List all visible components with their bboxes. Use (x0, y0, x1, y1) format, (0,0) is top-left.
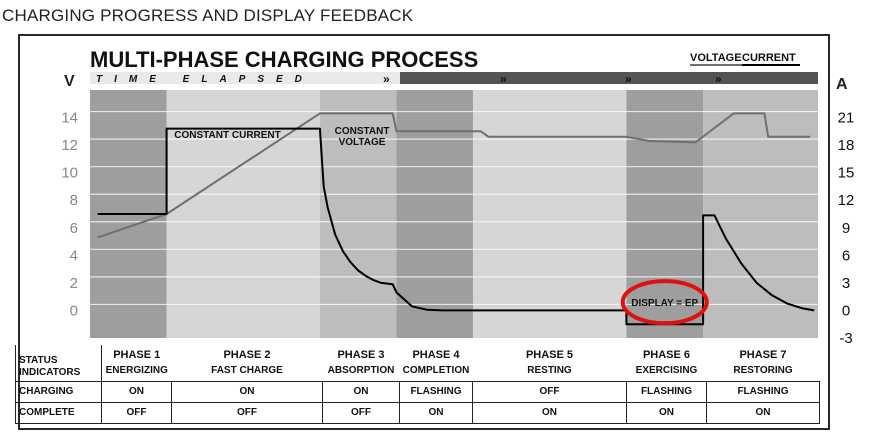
phase-name: ENERGIZING (105, 365, 168, 376)
time-elapsed-bar: TIME ELAPSED » » » » (90, 72, 818, 86)
phase-label: PHASE 5 (525, 349, 574, 361)
phase-label: PHASE 6 (642, 349, 691, 361)
left-tick-label: 4 (70, 247, 78, 264)
phase-band-4 (396, 90, 474, 338)
phase-backgrounds (90, 90, 818, 338)
phase-band-2 (166, 90, 320, 338)
annotation-line: CONSTANT (335, 126, 390, 137)
phase-name: RESTING (527, 365, 572, 376)
status-cell: ON (626, 402, 707, 424)
legend-label-voltage: VOLTAGE (690, 52, 742, 64)
annotation-constant-voltage: CONSTANT VOLTAGE (335, 126, 390, 148)
status-header-line: STATUS (19, 355, 58, 366)
page-title: CHARGING PROGRESS AND DISPLAY FEEDBACK (2, 6, 414, 25)
voltage-series-line (97, 112, 811, 239)
left-tick-label: 2 (70, 275, 78, 292)
status-cell: FLASHING (626, 381, 707, 403)
status-row-complete: COMPLETE OFF OFF OFF ON ON ON ON (15, 402, 820, 424)
phase-band-6 (626, 90, 704, 338)
left-tick-label: 12 (61, 137, 78, 154)
phase-name: ABSORPTION (327, 365, 395, 376)
status-cell: OFF (101, 402, 172, 424)
status-cell: ON (472, 402, 627, 424)
left-tick-label: 10 (61, 165, 78, 182)
status-cell: FLASHING (399, 381, 473, 403)
phase-header-6: PHASE 6 EXERCISING (626, 345, 707, 382)
time-bar-chevron-icon: » (625, 72, 632, 86)
left-tick-label: 14 (61, 110, 78, 127)
right-tick-label: 0 (842, 302, 850, 319)
series-lines (97, 112, 815, 326)
left-tick-label: 8 (70, 192, 78, 209)
annotations: CONSTANT CURRENT CONSTANT VOLTAGE DISPLAY =… (174, 126, 709, 326)
status-cell: ON (322, 381, 400, 403)
phase-header-7: PHASE 7 RESTORING (706, 345, 820, 382)
right-tick-label: -3 (839, 330, 852, 347)
phase-header-4: PHASE 4 COMPLETION (399, 345, 473, 382)
phase-name: FAST CHARGE (211, 365, 283, 376)
status-cell: OFF (322, 402, 400, 424)
phase-band-7 (703, 90, 818, 338)
right-tick-label: 15 (838, 165, 855, 182)
legend-label-current: CURRENT (742, 52, 796, 64)
time-bar-chevron-icon: » (383, 72, 390, 86)
legend: VOLTAGE CURRENT (690, 52, 800, 66)
phase-label: PHASE 2 (223, 349, 271, 361)
status-cell: ON (101, 381, 172, 403)
right-tick-label: 3 (842, 275, 850, 292)
left-tick-label: 6 (70, 220, 78, 237)
right-axis-label: A (836, 76, 848, 93)
phase-header-3: PHASE 3 ABSORPTION (322, 345, 400, 382)
right-tick-label: 6 (842, 247, 850, 264)
status-header-line: INDICATORS (19, 367, 81, 378)
status-cell: ON (399, 402, 473, 424)
status-row-label: COMPLETE (15, 402, 102, 424)
phase-name: EXERCISING (635, 365, 698, 376)
left-tick-label: 0 (70, 302, 78, 319)
time-elapsed-label: TIME ELAPSED (96, 74, 314, 85)
status-cell: OFF (171, 402, 323, 424)
time-bar-fill (400, 72, 818, 84)
chart-title: MULTI-PHASE CHARGING PROCESS (90, 47, 478, 72)
phase-label: PHASE 1 (113, 349, 161, 361)
phase-label: PHASE 3 (337, 349, 385, 361)
status-cell: OFF (472, 381, 627, 403)
gridlines (90, 110, 818, 306)
current-series-line (97, 127, 815, 326)
status-cell: ON (706, 402, 820, 424)
right-tick-label: 18 (838, 137, 855, 154)
left-axis-label: V (64, 73, 75, 90)
phase-header-2: PHASE 2 FAST CHARGE (171, 345, 323, 382)
phase-header-5: PHASE 5 RESTING (472, 345, 627, 382)
highlight-circle (620, 279, 709, 326)
time-bar-chevron-icon: » (500, 72, 507, 86)
status-table: STATUS INDICATORS PHASE 1 ENERGIZING PHASE 2… (15, 345, 820, 424)
right-tick-label: 9 (842, 220, 850, 237)
status-cell: FLASHING (706, 381, 820, 403)
time-bar-chevron-icon: » (715, 72, 722, 86)
status-cell: ON (171, 381, 323, 403)
phase-band-5 (473, 90, 627, 338)
phase-name: RESTORING (733, 365, 793, 376)
axes: V A 0 2 4 6 8 10 12 14 -3 0 3 6 9 12 15 18 21 (61, 73, 854, 347)
phase-band-3 (319, 90, 397, 338)
phase-header-row: STATUS INDICATORS PHASE 1 ENERGIZING PHASE 2… (15, 345, 820, 382)
phase-label: PHASE 4 (412, 349, 460, 361)
annotation-line: VOLTAGE (339, 137, 386, 148)
phase-name: COMPLETION (402, 365, 470, 376)
phase-label: PHASE 7 (739, 349, 787, 361)
status-row-label: CHARGING (15, 381, 102, 403)
annotation-constant-current: CONSTANT CURRENT (174, 130, 280, 141)
status-indicators-header: STATUS INDICATORS (15, 345, 102, 382)
status-row-charging: CHARGING ON ON ON FLASHING OFF FLASHING FLASHIN… (15, 381, 820, 403)
right-tick-label: 21 (838, 110, 855, 127)
right-tick-label: 12 (838, 192, 855, 209)
phase-header-1: PHASE 1 ENERGIZING (101, 345, 172, 382)
annotation-display-ep: DISPLAY = EP (631, 298, 698, 309)
